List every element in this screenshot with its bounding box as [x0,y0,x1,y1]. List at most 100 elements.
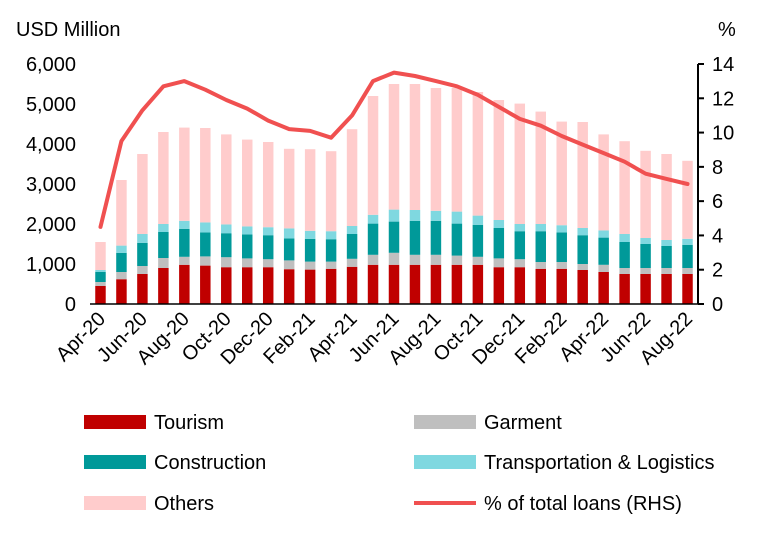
bar-tourism [514,267,526,304]
bar-tourism [367,264,379,304]
bar-transportation-logistics [283,228,295,239]
right-tick-label: 10 [712,123,734,145]
bar-construction [556,232,567,262]
bar-tourism [158,268,169,304]
line-percent-of-total-loans [98,70,690,229]
line-series [98,70,690,229]
bar-others [346,129,358,226]
left-tick-label: 5,000 [26,94,76,116]
bar-construction [116,252,127,272]
left-tick-label: 3,000 [26,174,76,196]
legend-label-construction: Construction [154,452,266,474]
bar-others [367,96,379,215]
bar-transportation-logistics [200,222,211,233]
bar-others [325,151,337,232]
bar-construction [451,223,463,256]
bar-transportation-logistics [137,234,148,243]
bar-tourism [493,267,505,304]
bar-transportation-logistics [661,240,672,246]
bar-transportation-logistics [346,226,358,234]
bar-construction [325,239,337,262]
bar-construction [346,234,358,259]
bar-tourism [242,267,253,304]
bar-transportation-logistics [116,245,127,253]
bar-tourism [325,268,337,304]
legend-swatch-garment [414,415,476,429]
bar-transportation-logistics [535,224,546,232]
bar-tourism [304,269,316,304]
right-tick-label: 2 [712,260,723,282]
bar-tourism [661,274,672,304]
bar-transportation-logistics [221,224,232,234]
bar-others [619,141,630,234]
bar-tourism [388,264,400,304]
right-tick-label: 14 [712,54,734,76]
bar-transportation-logistics [556,225,567,233]
bar-construction [472,224,484,257]
bar-others [116,180,127,246]
bar-garment [577,264,588,270]
bar-transportation-logistics [640,238,651,244]
left-axis: 0 1,000 2,000 3,000 4,000 5,000 6,000 [26,54,76,316]
bar-garment [325,261,337,269]
bar-tourism [598,272,609,304]
bar-tourism [430,264,442,304]
bar-construction [535,231,546,262]
bar-tourism [409,264,421,304]
legend-label-garment: Garment [484,412,562,434]
left-tick-label: 1,000 [26,254,76,276]
bar-tourism [472,264,484,304]
bar-tourism [200,265,211,304]
bar-construction [661,246,672,268]
bar-construction [221,233,232,258]
bar-garment [304,261,316,270]
left-tick-label: 2,000 [26,214,76,236]
legend-swatch-construction [84,455,146,469]
bar-garment [493,258,505,268]
bar-transportation-logistics [304,230,316,239]
bar-others [514,103,526,224]
bar-garment [388,252,400,265]
bar-transportation-logistics [472,215,484,225]
bar-garment [137,266,148,274]
legend-label-others: Others [154,493,214,515]
bar-construction [682,244,693,268]
legend-swatch-tourism [84,415,146,429]
bar-tourism [451,264,463,304]
bar-tourism [640,274,651,304]
bar-tourism [137,274,148,304]
bar-garment [661,268,672,274]
bar-transportation-logistics [158,224,169,232]
bar-tourism [556,268,567,304]
left-tick-label: 0 [65,294,76,316]
bar-others [158,132,169,224]
bar-transportation-logistics [388,209,400,222]
bar-others [598,134,609,231]
bar-others [242,139,253,227]
legend-label--of-total-loans-rhs: % of total loans (RHS) [484,493,682,515]
bar-transportation-logistics [409,210,421,221]
bar-transportation-logistics [179,220,190,229]
bar-transportation-logistics [95,270,106,272]
bar-others [179,127,190,221]
bar-garment [451,255,463,265]
bar-construction [430,220,442,255]
bar-others [451,88,463,212]
bar-garment [221,257,232,268]
bar-construction [409,220,421,255]
bar-construction [367,223,379,255]
bar-construction [137,242,148,266]
bar-transportation-logistics [682,238,693,245]
bar-others [304,149,316,231]
legend-swatch-transportation-logistics [414,455,476,469]
left-tick-label: 6,000 [26,54,76,76]
bar-garment [598,264,609,272]
bar-tourism [262,267,274,304]
bar-garment [116,272,127,280]
bar-garment [158,258,169,268]
bar-construction [577,235,588,264]
bar-construction [283,238,295,261]
bar-garment [619,268,630,274]
bar-others [95,242,106,270]
bar-transportation-logistics [242,226,253,235]
